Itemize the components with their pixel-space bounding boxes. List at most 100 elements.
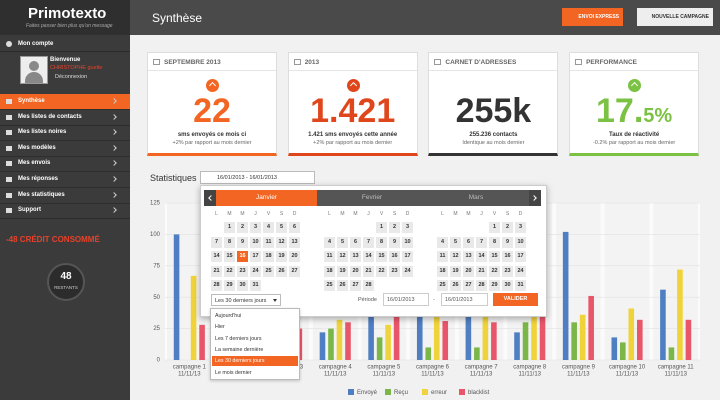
day-cell[interactable]: 20 xyxy=(350,265,361,277)
day-cell[interactable]: 24 xyxy=(515,265,526,277)
day-cell[interactable]: 6 xyxy=(350,236,361,248)
day-cell[interactable]: 10 xyxy=(515,236,526,248)
day-cell[interactable]: 14 xyxy=(211,251,222,262)
day-cell[interactable]: 7 xyxy=(476,236,487,248)
account-row[interactable]: Mon compte xyxy=(0,37,130,52)
day-cell[interactable]: 16 xyxy=(502,251,513,262)
day-cell[interactable]: 27 xyxy=(289,265,300,277)
day-cell[interactable]: 26 xyxy=(337,280,348,291)
logo[interactable]: Primotexto xyxy=(28,5,107,22)
to-input[interactable]: 16/01/2013 xyxy=(441,293,488,306)
day-cell[interactable]: 30 xyxy=(237,280,248,291)
day-cell[interactable]: 4 xyxy=(324,236,335,248)
day-cell[interactable]: 18 xyxy=(437,265,448,277)
dropdown-option[interactable]: Les 7 derniers jours xyxy=(215,335,262,342)
day-cell[interactable]: 15 xyxy=(376,251,387,262)
day-cell[interactable]: 25 xyxy=(263,265,274,277)
menu-item[interactable]: Mes statistiques xyxy=(0,188,130,204)
day-cell[interactable]: 9 xyxy=(502,236,513,248)
day-cell[interactable]: 28 xyxy=(476,280,487,291)
day-cell[interactable]: 8 xyxy=(489,236,500,248)
day-cell[interactable]: 3 xyxy=(402,222,413,233)
day-cell[interactable]: 7 xyxy=(363,236,374,248)
day-cell[interactable]: 3 xyxy=(515,222,526,233)
day-cell[interactable]: 18 xyxy=(324,265,335,277)
day-cell[interactable]: 6 xyxy=(463,236,474,248)
day-cell[interactable]: 7 xyxy=(211,236,222,248)
menu-item[interactable]: Mes modèles xyxy=(0,141,130,157)
menu-item[interactable]: Support xyxy=(0,203,130,220)
day-cell[interactable]: 20 xyxy=(289,251,300,262)
preset-select[interactable]: Les 30 derniers jours xyxy=(211,294,281,306)
day-cell[interactable]: 16 xyxy=(389,251,400,262)
menu-item[interactable]: Synthèse xyxy=(0,94,130,110)
day-cell[interactable]: 4 xyxy=(263,222,274,233)
day-cell[interactable]: 15 xyxy=(224,251,235,262)
from-input[interactable]: 16/01/2013 xyxy=(383,293,429,306)
day-cell[interactable]: 1 xyxy=(224,222,235,233)
day-cell[interactable]: 19 xyxy=(276,251,287,262)
day-cell[interactable]: 5 xyxy=(276,222,287,233)
prev-month[interactable] xyxy=(204,190,216,206)
day-cell[interactable]: 10 xyxy=(402,236,413,248)
day-cell[interactable]: 22 xyxy=(489,265,500,277)
day-cell[interactable]: 14 xyxy=(476,251,487,262)
day-cell[interactable]: 22 xyxy=(376,265,387,277)
dropdown-option[interactable]: La semaine dernière xyxy=(215,346,264,353)
dropdown-option[interactable]: Les 30 derniers jours xyxy=(212,356,298,367)
day-cell[interactable]: 25 xyxy=(324,280,335,291)
day-cell[interactable]: 6 xyxy=(289,222,300,233)
day-cell[interactable]: 28 xyxy=(211,280,222,291)
day-cell[interactable]: 2 xyxy=(389,222,400,233)
day-cell[interactable]: 21 xyxy=(211,265,222,277)
dropdown-option[interactable]: Aujourd'hui xyxy=(215,313,242,319)
day-cell[interactable]: 28 xyxy=(363,280,374,291)
day-cell[interactable]: 11 xyxy=(437,251,448,262)
day-cell[interactable]: 21 xyxy=(476,265,487,277)
day-cell[interactable]: 25 xyxy=(437,280,448,291)
day-cell[interactable]: 15 xyxy=(489,251,500,262)
day-cell[interactable]: 17 xyxy=(515,251,526,262)
campaign-button[interactable]: NOUVELLE CAMPAGNE xyxy=(637,8,713,26)
day-cell[interactable]: 19 xyxy=(337,265,348,277)
month-name[interactable]: Janvier xyxy=(216,190,317,206)
day-cell[interactable]: 2 xyxy=(502,222,513,233)
day-cell[interactable]: 30 xyxy=(502,280,513,291)
express-button[interactable]: ENVOI EXPRESS xyxy=(562,8,623,26)
day-cell[interactable]: 4 xyxy=(437,236,448,248)
date-range[interactable]: 16/01/2013 - 16/01/2013 xyxy=(200,171,315,184)
day-cell[interactable]: 29 xyxy=(224,280,235,291)
day-cell[interactable]: 9 xyxy=(389,236,400,248)
day-cell[interactable]: 12 xyxy=(450,251,461,262)
day-cell[interactable]: 26 xyxy=(450,280,461,291)
day-cell[interactable]: 12 xyxy=(276,236,287,248)
menu-item[interactable]: Mes listes de contacts xyxy=(0,110,130,126)
day-cell[interactable]: 1 xyxy=(376,222,387,233)
day-cell[interactable]: 26 xyxy=(276,265,287,277)
day-cell[interactable]: 11 xyxy=(263,236,274,248)
day-cell[interactable]: 31 xyxy=(250,280,261,291)
day-cell[interactable]: 13 xyxy=(289,236,300,248)
day-cell[interactable]: 11 xyxy=(324,251,335,262)
logout[interactable]: Déconnexion xyxy=(55,74,88,80)
day-cell[interactable]: 17 xyxy=(250,251,261,262)
day-cell[interactable]: 18 xyxy=(263,251,274,262)
day-cell[interactable]: 17 xyxy=(402,251,413,262)
day-cell[interactable]: 10 xyxy=(250,236,261,248)
day-cell[interactable]: 24 xyxy=(402,265,413,277)
menu-item[interactable]: Mes réponses xyxy=(0,172,130,188)
day-cell[interactable]: 9 xyxy=(237,236,248,248)
dropdown-option[interactable]: Le mois dernier xyxy=(215,369,252,376)
day-cell[interactable]: 19 xyxy=(450,265,461,277)
day-cell[interactable]: 5 xyxy=(450,236,461,248)
month-name[interactable]: Fevrier xyxy=(361,194,383,201)
day-cell[interactable]: 13 xyxy=(463,251,474,262)
day-cell[interactable]: 27 xyxy=(463,280,474,291)
day-cell[interactable]: 22 xyxy=(224,265,235,277)
day-cell[interactable]: 23 xyxy=(389,265,400,277)
day-cell[interactable]: 23 xyxy=(502,265,513,277)
day-cell[interactable]: 12 xyxy=(337,251,348,262)
day-cell[interactable]: 14 xyxy=(363,251,374,262)
day-cell[interactable]: 20 xyxy=(463,265,474,277)
day-cell[interactable]: 24 xyxy=(250,265,261,277)
